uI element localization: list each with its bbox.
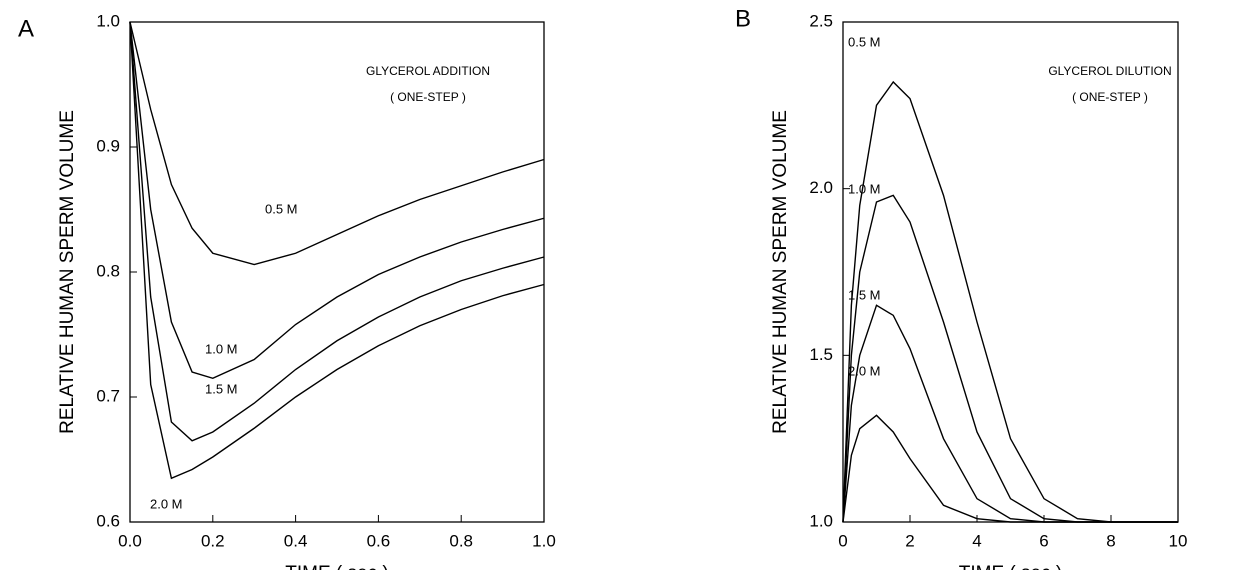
curve-label: 1.5 M [848,287,881,302]
x-tick-label: 0.6 [367,531,391,550]
curve [129,21,545,442]
curve [129,21,545,266]
y-tick-label: 0.6 [96,511,120,530]
curve [842,414,1178,523]
x-tick-label: 4 [972,531,981,550]
curve [842,80,1178,523]
x-axis-label: TIME ( sec ) [959,563,1062,570]
y-tick-label: 2.5 [809,11,833,30]
curve [129,21,545,379]
x-tick-label: 0.2 [201,531,225,550]
x-tick-label: 0 [838,531,847,550]
x-tick-label: 0.0 [118,531,142,550]
y-tick-label: 0.9 [96,136,120,155]
curve [842,304,1178,523]
curve-label: 1.0 M [205,341,238,356]
x-tick-label: 0.4 [284,531,308,550]
x-axis-label: TIME ( sec ) [285,563,388,570]
annotation: ( ONE-STEP ) [390,90,466,104]
curve [129,21,545,480]
curve-label: 0.5 M [265,201,298,216]
curve-label: 1.0 M [848,181,881,196]
curve-label: 1.5 M [205,381,238,396]
annotation: GLYCEROL ADDITION [366,64,490,78]
y-tick-label: 2.0 [809,178,833,197]
x-tick-label: 10 [1169,531,1188,550]
y-axis-label: RELATIVE HUMAN SPERM VOLUME [57,110,78,434]
panel-label: A [18,15,34,42]
panel-label: B [735,5,751,32]
y-axis-label: RELATIVE HUMAN SPERM VOLUME [770,110,791,434]
x-tick-label: 1.0 [532,531,556,550]
y-tick-label: 1.0 [96,11,120,30]
curve [842,194,1178,523]
curve-label: 0.5 M [848,34,881,49]
y-tick-label: 1.0 [809,511,833,530]
x-tick-label: 2 [905,531,914,550]
annotation: ( ONE-STEP ) [1072,90,1148,104]
curve-label: 2.0 M [848,363,881,378]
x-tick-label: 0.8 [449,531,473,550]
y-tick-label: 1.5 [809,345,833,364]
y-tick-label: 0.8 [96,261,120,280]
plot-frame [129,21,545,523]
y-tick-label: 0.7 [96,386,120,405]
x-tick-label: 6 [1039,531,1048,550]
curve-label: 2.0 M [150,496,183,511]
annotation: GLYCEROL DILUTION [1048,64,1171,78]
x-tick-label: 8 [1106,531,1115,550]
